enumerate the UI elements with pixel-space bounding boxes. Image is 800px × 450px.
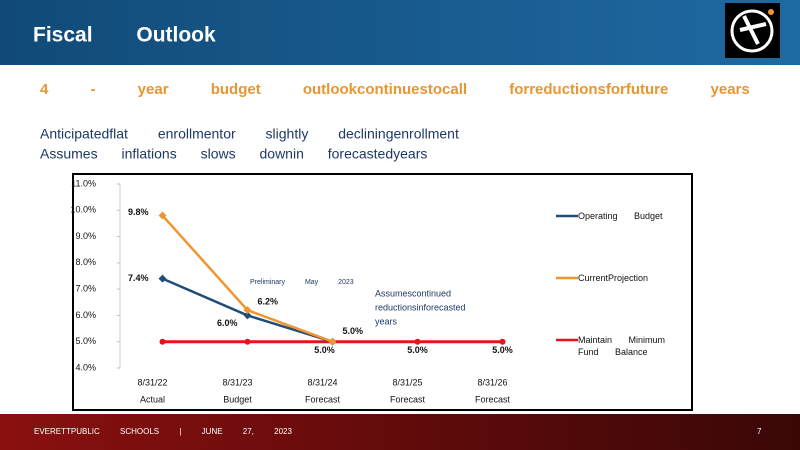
page-number: 7 <box>757 427 762 436</box>
bullet-text: Assumes inflations slows downin forecast… <box>40 146 427 162</box>
annotation: Assumescontinued <box>375 288 451 298</box>
x-tick-label: 8/31/26 <box>477 377 507 387</box>
x-tick-sublabel: Actual <box>140 394 165 404</box>
legend-label: Operating Budget <box>578 211 663 221</box>
x-tick-label: 8/31/25 <box>392 377 422 387</box>
data-label: 6.0% <box>217 318 238 328</box>
bullet-text: Anticipatedflat enrollmentor slightly de… <box>40 126 459 142</box>
chart: 4.0% 5.0% 6.0% 7.0% 8.0% 9.0% 10.0% 11.0% 8/31/2… <box>70 178 578 404</box>
point-marker <box>328 337 337 346</box>
data-label: 5.0% <box>492 345 513 355</box>
data-label: 7.4% <box>128 273 149 283</box>
point-marker <box>159 338 166 345</box>
legend-label: Maintain Minimum Fund Balance <box>578 335 666 357</box>
x-tick-sublabel: Forecast <box>475 394 511 404</box>
data-label: 9.8% <box>128 207 149 217</box>
data-label: 6.2% <box>258 297 279 307</box>
heading: 4 - year budget outlookcontinuestocall f… <box>40 81 750 98</box>
point-marker <box>158 211 167 220</box>
y-tick-label: 7.0% <box>75 284 96 294</box>
x-tick-label: 8/31/23 <box>222 377 252 387</box>
y-tick-label: 4.0% <box>75 362 96 372</box>
x-tick-sublabel: Forecast <box>390 394 426 404</box>
data-label: 5.0% <box>343 326 364 336</box>
y-tick-label: 6.0% <box>75 310 96 320</box>
data-label: 5.0% <box>407 345 428 355</box>
logo-ring <box>730 9 774 53</box>
header-bar <box>0 0 800 65</box>
y-tick-label: 5.0% <box>75 336 96 346</box>
x-tick-sublabel: Forecast <box>305 394 341 404</box>
y-tick-label: 10.0% <box>70 205 96 215</box>
point-marker <box>499 338 506 345</box>
chart-frame <box>72 173 693 411</box>
logo-figure <box>739 15 767 45</box>
point-marker <box>414 338 421 345</box>
annotation: Preliminary May 2023 <box>250 279 354 286</box>
slide-title: Fiscal Outlook <box>33 24 216 47</box>
point-marker <box>244 338 251 345</box>
logo-star <box>768 9 774 15</box>
y-tick-label: 9.0% <box>75 231 96 241</box>
annotation: years <box>375 316 398 326</box>
x-tick-label: 8/31/22 <box>137 377 167 387</box>
point-marker <box>243 311 252 320</box>
footer-text: EVERETTPUBLIC SCHOOLS | JUNE 27, 2023 <box>34 427 292 436</box>
y-tick-label: 11.0% <box>71 178 96 188</box>
x-tick-label: 8/31/24 <box>307 377 337 387</box>
x-tick-sublabel: Budget <box>223 394 252 404</box>
annotation: reductionsinforecasted <box>375 302 466 312</box>
point-marker <box>158 274 167 283</box>
footer-bar <box>0 414 800 450</box>
y-tick-label: 8.0% <box>75 257 96 267</box>
data-label: 5.0% <box>314 345 335 355</box>
point-marker <box>243 306 252 315</box>
legend-label: CurrentProjection <box>578 273 649 283</box>
